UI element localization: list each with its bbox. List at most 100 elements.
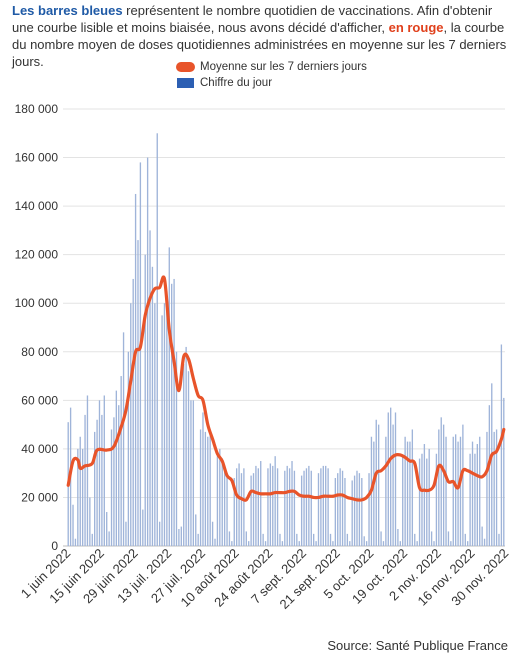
daily-bar[interactable] — [84, 414, 86, 546]
daily-bar[interactable] — [255, 465, 257, 546]
daily-bar[interactable] — [144, 254, 146, 546]
daily-bar[interactable] — [346, 533, 349, 546]
daily-bar[interactable] — [154, 303, 156, 546]
daily-bar[interactable] — [192, 400, 195, 546]
daily-bar[interactable] — [377, 424, 380, 546]
daily-bar[interactable] — [207, 436, 209, 546]
daily-bar[interactable] — [127, 351, 130, 546]
daily-bar[interactable] — [373, 441, 375, 546]
daily-bar[interactable] — [438, 429, 440, 546]
daily-bar[interactable] — [120, 376, 122, 546]
daily-bar[interactable] — [293, 470, 296, 546]
daily-bar[interactable] — [238, 463, 240, 546]
daily-bar[interactable] — [426, 458, 428, 546]
daily-bar[interactable] — [481, 526, 483, 546]
legend-item-daily[interactable]: Chiffre du jour — [176, 75, 367, 91]
daily-bar[interactable] — [137, 240, 139, 546]
daily-bar[interactable] — [156, 133, 158, 546]
daily-bar[interactable] — [339, 468, 341, 546]
daily-bar[interactable] — [399, 541, 401, 546]
daily-bar[interactable] — [300, 475, 303, 546]
daily-bar[interactable] — [79, 436, 81, 546]
daily-bar[interactable] — [491, 383, 493, 546]
daily-bar[interactable] — [228, 531, 231, 546]
daily-bar[interactable] — [303, 470, 305, 546]
daily-bar[interactable] — [291, 461, 293, 546]
daily-bar[interactable] — [327, 468, 329, 546]
daily-bar[interactable] — [245, 531, 247, 546]
daily-bar[interactable] — [89, 497, 91, 546]
daily-bar[interactable] — [322, 465, 324, 546]
daily-bar[interactable] — [462, 424, 464, 546]
daily-bar[interactable] — [286, 465, 288, 546]
daily-bar[interactable] — [402, 456, 404, 546]
daily-bar[interactable] — [264, 541, 267, 546]
daily-bar[interactable] — [151, 266, 154, 546]
daily-bar[interactable] — [459, 436, 462, 546]
daily-bar[interactable] — [334, 478, 337, 546]
daily-bar[interactable] — [476, 444, 478, 546]
daily-bar[interactable] — [382, 541, 385, 546]
daily-bar[interactable] — [353, 475, 356, 546]
daily-bar[interactable] — [329, 533, 332, 546]
daily-bar[interactable] — [430, 531, 433, 546]
daily-bar[interactable] — [166, 291, 168, 546]
daily-bar[interactable] — [180, 526, 182, 546]
daily-bar[interactable] — [149, 230, 151, 546]
daily-bar[interactable] — [219, 448, 221, 546]
daily-bar[interactable] — [464, 533, 466, 546]
daily-bar[interactable] — [106, 512, 108, 546]
daily-bar[interactable] — [91, 533, 93, 546]
daily-bar[interactable] — [113, 417, 115, 546]
daily-bar[interactable] — [178, 529, 180, 546]
daily-bar[interactable] — [445, 436, 447, 546]
daily-bar[interactable] — [447, 531, 450, 546]
daily-bar[interactable] — [248, 541, 250, 546]
daily-bar[interactable] — [421, 453, 423, 546]
daily-bar[interactable] — [500, 344, 503, 546]
daily-bar[interactable] — [214, 538, 216, 546]
daily-bar[interactable] — [404, 436, 406, 546]
daily-bar[interactable] — [356, 470, 358, 546]
daily-bar[interactable] — [397, 529, 399, 546]
daily-bar[interactable] — [139, 162, 142, 546]
daily-bar[interactable] — [202, 412, 204, 546]
daily-bar[interactable] — [173, 278, 175, 546]
daily-bar[interactable] — [216, 456, 219, 546]
daily-bar[interactable] — [317, 473, 320, 546]
daily-bar[interactable] — [433, 541, 435, 546]
daily-bar[interactable] — [296, 533, 298, 546]
daily-bar[interactable] — [281, 541, 284, 546]
daily-bar[interactable] — [375, 419, 377, 546]
daily-bar[interactable] — [486, 431, 488, 546]
daily-bar[interactable] — [132, 278, 134, 546]
daily-bar[interactable] — [503, 397, 505, 546]
daily-bar[interactable] — [498, 533, 500, 546]
daily-bar[interactable] — [349, 541, 351, 546]
daily-bar[interactable] — [308, 465, 310, 546]
daily-bar[interactable] — [428, 448, 430, 546]
daily-bar[interactable] — [134, 193, 137, 546]
daily-bar[interactable] — [187, 371, 190, 546]
daily-bar[interactable] — [454, 434, 457, 546]
daily-bar[interactable] — [479, 436, 481, 546]
daily-bar[interactable] — [252, 473, 255, 546]
daily-bar[interactable] — [358, 473, 361, 546]
daily-bar[interactable] — [96, 419, 98, 546]
daily-bar[interactable] — [457, 441, 459, 546]
daily-bar[interactable] — [250, 475, 252, 546]
daily-bar[interactable] — [103, 395, 105, 546]
daily-bar[interactable] — [341, 470, 344, 546]
daily-bar[interactable] — [469, 453, 471, 546]
daily-bar[interactable] — [392, 424, 394, 546]
daily-bar[interactable] — [363, 536, 365, 546]
daily-bar[interactable] — [272, 465, 274, 546]
daily-bar[interactable] — [493, 431, 495, 546]
daily-bar[interactable] — [305, 468, 308, 546]
daily-bar[interactable] — [313, 533, 315, 546]
daily-bar[interactable] — [243, 468, 245, 546]
daily-bar[interactable] — [197, 533, 199, 546]
daily-bar[interactable] — [163, 303, 166, 546]
daily-bar[interactable] — [368, 473, 370, 546]
daily-bar[interactable] — [394, 412, 397, 546]
